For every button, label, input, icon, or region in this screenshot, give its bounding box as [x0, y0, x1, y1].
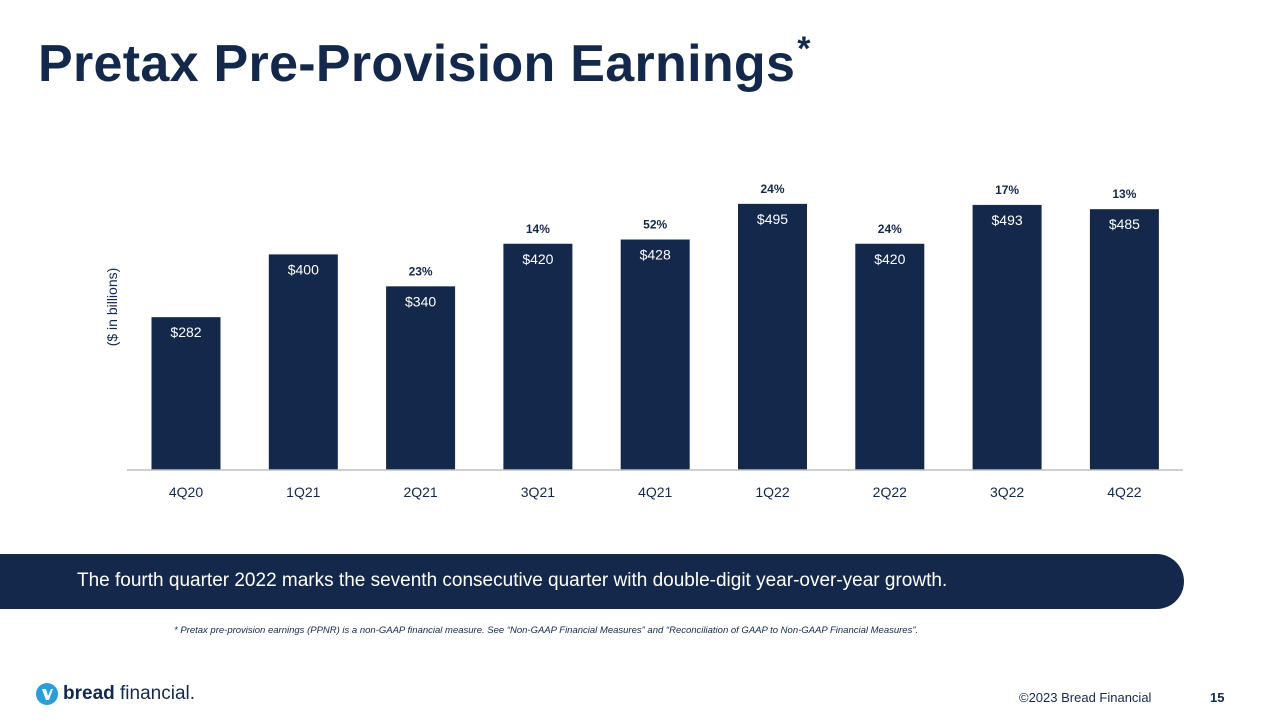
bar-value-label: $493 — [992, 212, 1023, 228]
growth-label: 24% — [760, 182, 784, 196]
page-title: Pretax Pre-Provision Earnings* — [38, 30, 811, 94]
growth-label: 14% — [526, 222, 550, 236]
x-tick-label: 3Q21 — [521, 484, 555, 500]
bar-group: $282 4Q20 $400 1Q21 $340 23% 2Q21 $420 14% 3Q21 $4… — [151, 182, 1159, 500]
growth-label: 17% — [995, 183, 1019, 197]
summary-banner: The fourth quarter 2022 marks the sevent… — [0, 554, 1184, 609]
x-tick-label: 2Q21 — [403, 484, 437, 500]
bar-4Q20 — [151, 317, 221, 470]
bar-value-label: $340 — [405, 293, 436, 309]
bar-value-label: $485 — [1109, 216, 1140, 232]
x-tick-label: 1Q21 — [286, 484, 320, 500]
bar-value-label: $420 — [874, 251, 905, 267]
bread-logo-icon — [36, 683, 58, 705]
footnote: * Pretax pre-provision earnings (PPNR) i… — [174, 625, 919, 636]
bar-4Q22 — [1089, 209, 1159, 470]
brand-name-suffix: . — [189, 683, 196, 704]
bar-value-label: $495 — [757, 211, 788, 227]
y-axis-label: ($ in billions) — [104, 268, 120, 347]
growth-label: 23% — [409, 264, 433, 278]
bar-1Q22 — [738, 203, 807, 471]
growth-label: 52% — [643, 218, 667, 232]
bar-value-label: $282 — [170, 324, 201, 340]
brand-name-bold: bread — [63, 683, 115, 704]
bar-3Q21 — [503, 243, 573, 470]
bar-2Q21 — [386, 286, 456, 470]
brand-name-regular: financial — [114, 683, 190, 704]
bar-3Q22 — [972, 204, 1042, 470]
bar-1Q21 — [268, 254, 338, 470]
x-tick-label: 4Q21 — [638, 484, 672, 500]
growth-label: 13% — [1112, 187, 1136, 201]
page-number: 15 — [1210, 690, 1225, 705]
bar-value-label: $428 — [640, 247, 671, 263]
x-tick-label: 3Q22 — [990, 484, 1024, 500]
title-text: Pretax Pre-Provision Earnings — [38, 35, 796, 93]
brand-wordmark: bread financial. — [63, 683, 195, 705]
banner-text: The fourth quarter 2022 marks the sevent… — [77, 570, 948, 591]
growth-label: 24% — [878, 222, 902, 236]
copyright: ©2023 Bread Financial — [1019, 690, 1152, 705]
x-tick-label: 4Q22 — [1107, 484, 1141, 500]
bar-value-label: $400 — [288, 261, 319, 277]
x-tick-label: 1Q22 — [755, 484, 789, 500]
bar-chart: $282 4Q20 $400 1Q21 $340 23% 2Q21 $420 14% 3Q21 $4… — [104, 182, 1183, 500]
brand-logo: bread financial. — [36, 683, 195, 705]
x-tick-label: 4Q20 — [169, 484, 203, 500]
bar-2Q22 — [855, 243, 925, 470]
bar-4Q21 — [620, 239, 690, 470]
bar-value-label: $420 — [522, 251, 553, 267]
title-asterisk: * — [797, 30, 811, 68]
x-tick-label: 2Q22 — [873, 484, 907, 500]
